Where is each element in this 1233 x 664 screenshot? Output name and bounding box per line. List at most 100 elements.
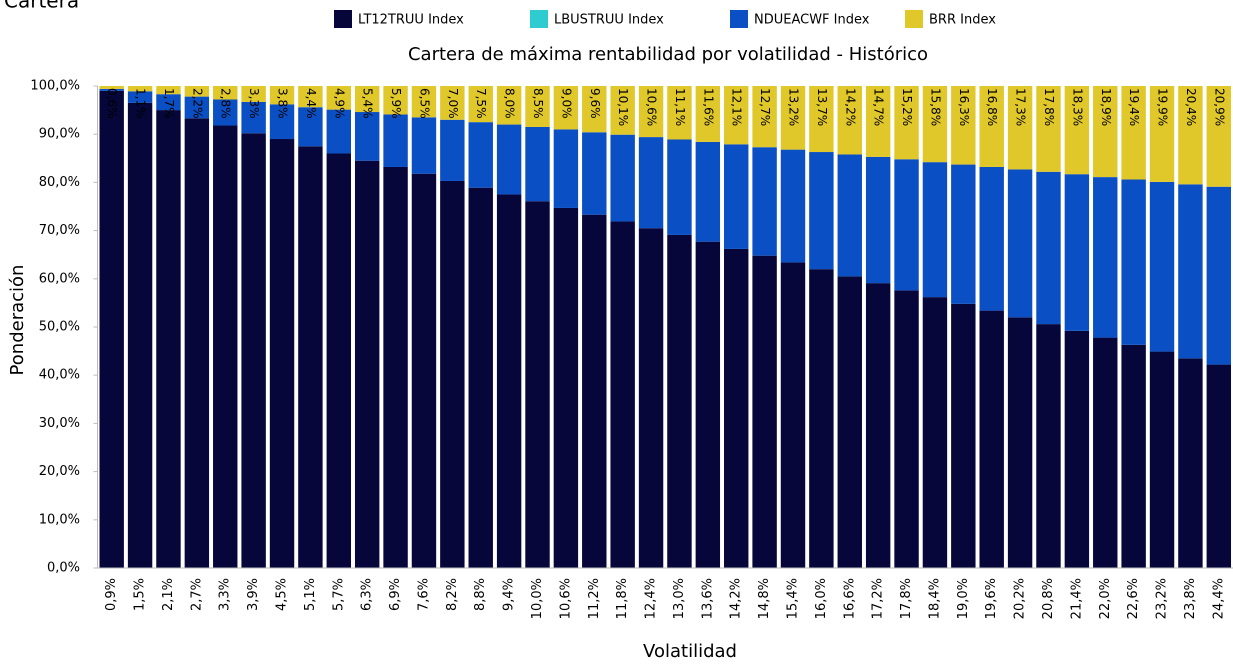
bar-segment (468, 86, 493, 123)
bar-segment (695, 86, 721, 142)
x-tick-label: 2,1% (161, 578, 176, 611)
bar-segment (156, 110, 181, 568)
x-tick-label: 17,2% (871, 578, 886, 619)
y-tick-label: 10,0% (39, 512, 80, 527)
data-label: 8,0% (503, 88, 517, 119)
y-tick-label: 30,0% (39, 416, 80, 431)
data-label: 5,4% (361, 88, 375, 119)
data-label: 2,2% (190, 88, 204, 119)
bar-segment (610, 86, 635, 135)
bar-segment (1007, 317, 1033, 568)
bar-segment (837, 276, 862, 568)
legend-label: LT12TRUU Index (358, 13, 464, 28)
x-tick-label: 16,0% (814, 578, 829, 619)
data-label: 15,2% (900, 88, 914, 126)
bar-segment (865, 156, 891, 284)
data-label: 3,8% (276, 88, 290, 119)
x-tick-label: 8,8% (473, 578, 488, 611)
bar-segment (951, 303, 976, 568)
bar-segment (695, 241, 721, 568)
bar-segment (582, 132, 607, 215)
bar-segment (127, 102, 153, 569)
bar-segment (184, 96, 210, 119)
bar-segment (326, 153, 352, 569)
data-label: 7,5% (474, 88, 488, 119)
bar-segment (1149, 86, 1175, 182)
bar-segment (865, 283, 891, 568)
bar-segment (1036, 86, 1061, 172)
x-tick-label: 11,2% (587, 578, 602, 619)
bar-segment (582, 86, 607, 133)
bar-segment (809, 86, 834, 153)
bar-segment (269, 86, 295, 105)
data-label: 16,8% (985, 88, 999, 126)
bar-segment (638, 86, 664, 138)
legend-label: LBUSTRUU Index (554, 13, 664, 28)
data-label: 1,7% (162, 88, 176, 119)
data-label: 7,0% (446, 88, 460, 119)
bar-segment (411, 86, 437, 118)
data-label: 11,6% (701, 88, 715, 126)
data-label: 12,7% (758, 88, 772, 126)
x-tick-label: 24,4% (1211, 578, 1226, 619)
bar-segment (780, 86, 806, 150)
data-label: 15,8% (928, 88, 942, 126)
bar-segment (468, 122, 493, 188)
data-label: 9,6% (588, 88, 602, 119)
data-label: 16,3% (957, 88, 971, 126)
bar-segment (127, 91, 153, 103)
bar-segment (951, 86, 976, 165)
bar-segment (752, 147, 777, 256)
bar-segment (894, 86, 919, 160)
bar-segment (241, 86, 266, 102)
data-label: 18,9% (1099, 88, 1113, 126)
bar-segment (411, 173, 437, 568)
bar-segment (667, 139, 692, 235)
bar-segment (468, 187, 493, 568)
legend-label: BRR Index (929, 13, 996, 28)
bar-segment (667, 234, 692, 569)
legend-swatch (334, 10, 352, 28)
bar-segment (752, 255, 777, 568)
bar-segment (298, 146, 323, 568)
bar-segment (724, 248, 749, 568)
bar-segment (354, 112, 380, 161)
bar-segment (780, 149, 806, 263)
x-tick-label: 3,9% (246, 578, 261, 611)
data-label: 20,9% (1212, 88, 1226, 126)
bar-segment (213, 125, 238, 569)
bar-segment (496, 194, 522, 568)
bar-segment (496, 124, 522, 195)
x-tick-label: 3,3% (218, 578, 233, 611)
subtitle: Cartera (4, 0, 79, 13)
bar-segment (894, 290, 919, 568)
chart-title: Cartera de máxima rentabilidad por volat… (408, 44, 928, 65)
bar-segment (610, 134, 635, 222)
bar-segment (1093, 177, 1118, 338)
bar-segment (951, 164, 976, 304)
y-tick-label: 0,0% (47, 561, 80, 576)
bar-segment (1206, 364, 1232, 568)
data-label: 3,3% (247, 88, 261, 119)
legend-swatch (730, 10, 748, 28)
data-label: 9,0% (559, 88, 573, 119)
x-tick-label: 16,6% (842, 578, 857, 619)
bar-segment (99, 90, 124, 568)
x-tick-label: 7,6% (416, 578, 431, 611)
bar-segment (184, 118, 210, 568)
x-tick-label: 5,7% (331, 578, 346, 611)
x-tick-label: 12,4% (644, 578, 659, 619)
bar-segment (440, 86, 465, 120)
bar-segment (610, 221, 635, 568)
y-tick-label: 100,0% (30, 79, 80, 94)
bar-segment (837, 154, 862, 277)
data-label: 17,3% (1014, 88, 1028, 126)
data-label: 17,8% (1042, 88, 1056, 126)
x-tick-label: 14,8% (757, 578, 772, 619)
legend-swatch (530, 10, 548, 28)
data-label: 20,4% (1184, 88, 1198, 126)
x-tick-label: 13,6% (700, 578, 715, 619)
x-tick-label: 10,6% (558, 578, 573, 619)
bar-segment (1121, 344, 1146, 568)
data-label: 10,1% (616, 88, 630, 126)
